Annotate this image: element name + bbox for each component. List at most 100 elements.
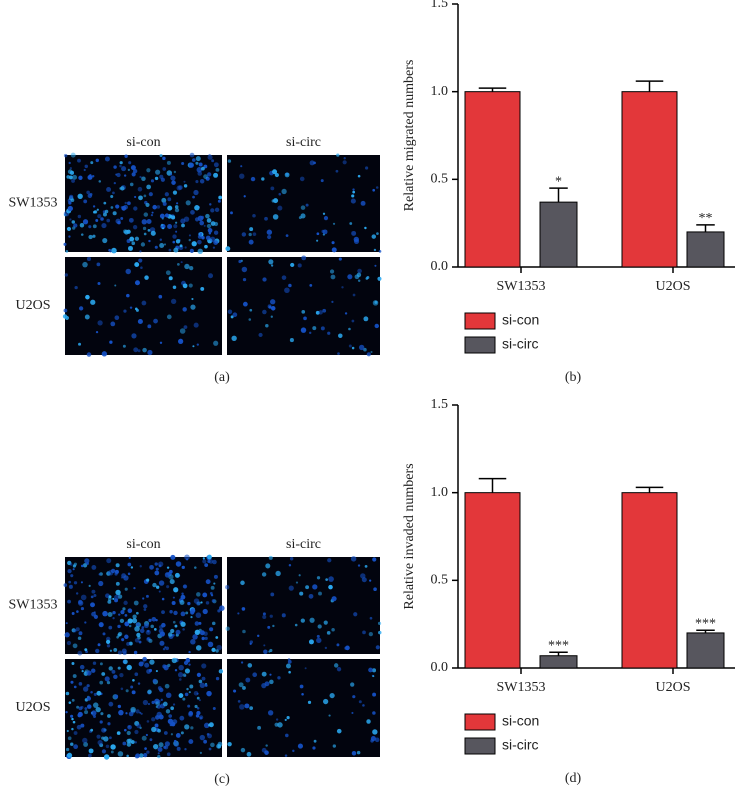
cell <box>136 632 141 638</box>
cell <box>65 710 68 714</box>
cell <box>332 744 337 748</box>
cell <box>181 565 185 569</box>
cell <box>167 197 172 202</box>
cell <box>98 180 102 183</box>
cell <box>117 624 121 629</box>
cell <box>143 604 148 609</box>
cell <box>110 195 114 199</box>
cell <box>136 723 142 729</box>
cell <box>84 707 88 710</box>
cell <box>214 207 220 213</box>
cell <box>119 161 123 165</box>
cell <box>79 664 85 670</box>
cell <box>64 273 68 277</box>
cell <box>80 594 87 601</box>
cell <box>333 663 339 668</box>
cell <box>171 657 178 664</box>
cell <box>183 180 186 183</box>
cell <box>147 702 151 706</box>
cell <box>114 315 120 321</box>
cell <box>358 700 362 704</box>
cell <box>185 200 191 206</box>
cell <box>299 684 304 689</box>
cell <box>312 584 318 590</box>
cell <box>73 744 79 750</box>
cell <box>154 245 158 249</box>
cell <box>192 158 196 162</box>
cell <box>115 204 120 209</box>
cell <box>91 589 96 594</box>
micrograph-bg <box>65 257 222 355</box>
cell <box>170 175 176 181</box>
cell <box>322 308 327 313</box>
cell <box>119 187 122 190</box>
cell <box>141 176 146 182</box>
cell <box>196 710 201 716</box>
cell <box>199 751 203 754</box>
cell <box>91 668 96 673</box>
cell <box>165 709 171 714</box>
cell <box>207 554 212 560</box>
cell <box>215 636 219 639</box>
cell <box>231 335 237 341</box>
cell <box>164 683 170 689</box>
cell <box>98 622 104 628</box>
cell <box>83 199 88 204</box>
cell <box>175 629 181 635</box>
cell <box>240 747 246 753</box>
cell <box>145 202 150 207</box>
cell <box>188 234 192 237</box>
y-tick-label: 0.0 <box>431 259 449 274</box>
cell <box>124 154 128 158</box>
cell <box>188 283 193 288</box>
cell <box>110 750 114 754</box>
cell <box>90 299 96 305</box>
cell <box>301 692 304 696</box>
cell <box>201 676 206 681</box>
cell <box>95 648 100 654</box>
cell <box>209 591 213 595</box>
cell <box>356 750 361 755</box>
cell <box>281 613 286 618</box>
cell <box>175 230 178 233</box>
cell <box>179 599 185 605</box>
cell <box>143 232 147 236</box>
cell <box>126 293 130 298</box>
cell <box>183 184 188 188</box>
cell <box>227 741 232 747</box>
cell <box>91 564 97 570</box>
cell <box>257 634 260 638</box>
cell <box>170 706 174 711</box>
legend-label: si-circ <box>502 336 539 352</box>
cell <box>159 625 164 630</box>
cell <box>142 347 147 353</box>
cell <box>117 633 121 637</box>
cell <box>182 673 187 677</box>
cell <box>207 641 214 648</box>
cell <box>129 182 134 187</box>
cell <box>316 239 319 242</box>
cell <box>117 220 121 225</box>
cell <box>178 693 184 698</box>
cell <box>124 614 128 617</box>
cell <box>135 709 140 714</box>
cell <box>371 234 377 239</box>
cell <box>352 293 356 297</box>
cell <box>257 725 262 730</box>
cell <box>167 205 173 211</box>
cell <box>68 235 71 238</box>
row-label: U2OS <box>15 700 50 715</box>
cell <box>160 177 165 182</box>
cell <box>326 630 331 635</box>
cell <box>300 618 305 623</box>
cell <box>71 220 76 224</box>
cell <box>161 217 164 220</box>
cell <box>110 568 116 574</box>
cell <box>285 663 291 669</box>
cell <box>277 205 283 211</box>
cell <box>128 217 134 223</box>
cell <box>331 241 335 245</box>
cell <box>362 704 365 707</box>
cell <box>68 175 73 180</box>
cell <box>184 554 190 560</box>
